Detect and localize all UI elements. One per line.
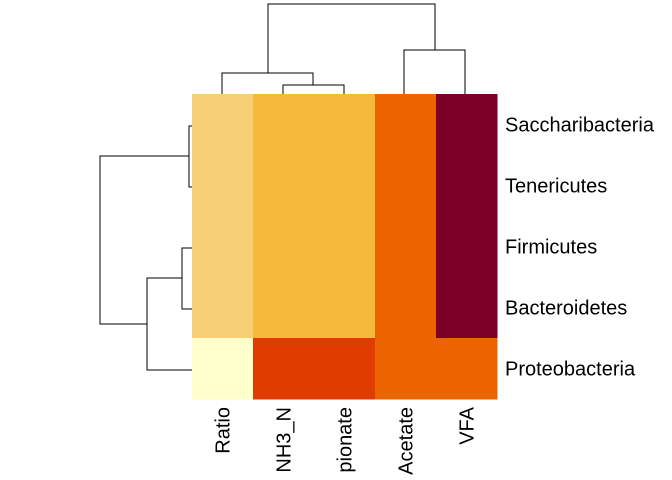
row-dendrogram — [99, 125, 192, 371]
heatmap-cell — [375, 277, 437, 339]
heatmap-cell — [253, 155, 315, 217]
column-label: Acetate — [396, 407, 418, 475]
row-label: Proteobacteria — [505, 359, 636, 381]
heatmap-cell — [192, 277, 254, 339]
heatmap-cell — [436, 94, 498, 156]
column-dendrogram — [221, 3, 466, 94]
heatmap-cell — [253, 94, 315, 156]
heatmap-cell — [314, 94, 376, 156]
row-dendro-root — [99, 155, 189, 325]
heatmap-cell — [375, 216, 437, 278]
heatmap-cell — [314, 155, 376, 217]
row-dendro-sacch-teneric — [188, 125, 192, 188]
heatmap-cell — [314, 216, 376, 278]
heatmap-cell — [436, 155, 498, 217]
heatmap-cell — [375, 155, 437, 217]
heatmap-cell — [375, 338, 437, 400]
row-dendro-firm-proteo — [146, 277, 192, 371]
col-dendro-ratio-group — [221, 72, 314, 94]
heatmap-cell — [436, 216, 498, 278]
column-label: pionate — [335, 407, 357, 473]
heatmap-cell — [192, 216, 254, 278]
row-label: Firmicutes — [505, 237, 597, 259]
heatmap-cell — [314, 338, 376, 400]
heatmap-cell — [192, 94, 254, 156]
row-dendro-firm-bact — [181, 247, 192, 310]
col-dendro-nh3-pionate — [282, 84, 345, 94]
heatmap-cell — [436, 277, 498, 339]
heatmap-cell — [253, 338, 315, 400]
heatmap-cell — [253, 216, 315, 278]
column-label: VFA — [457, 406, 479, 444]
heatmap-cell — [314, 277, 376, 339]
col-dendro-acetate-vfa — [403, 49, 466, 94]
heatmap-cells — [192, 94, 498, 400]
row-label: Bacteroidetes — [505, 298, 627, 320]
heatmap-cell — [375, 94, 437, 156]
col-dendro-root — [267, 3, 436, 73]
column-label: NH3_N — [274, 407, 296, 473]
row-labels: Saccharibacteria Tenericutes Firmicutes Bac… — [505, 115, 655, 381]
heatmap-cell — [192, 155, 254, 217]
heatmap-cell — [436, 338, 498, 400]
row-label: Tenericutes — [505, 176, 607, 198]
row-label: Saccharibacteria — [505, 115, 655, 137]
heatmap-cell — [253, 277, 315, 339]
column-label: Ratio — [213, 407, 235, 454]
heatmap-cell — [192, 338, 254, 400]
column-labels: Ratio NH3_N pionate Acetate VFA — [213, 406, 479, 474]
